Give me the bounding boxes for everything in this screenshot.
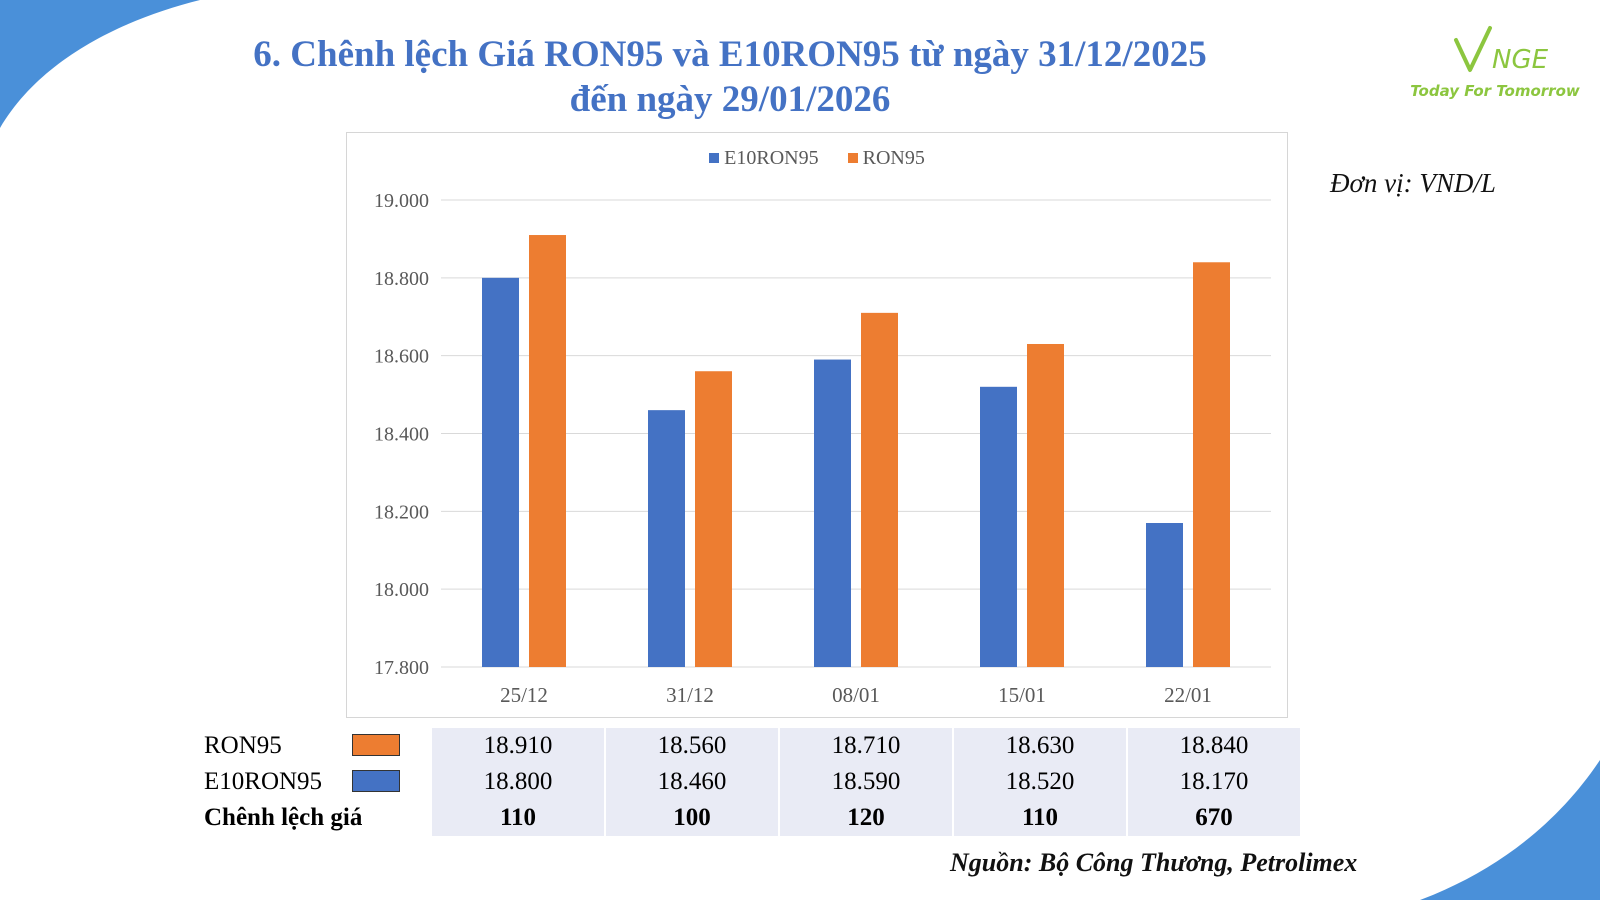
x-tick-label: 15/01 (998, 683, 1046, 707)
chart-plot: 19.000 18.800 18.600 18.400 18.200 18.000 17.8… (374, 190, 1271, 707)
y-tick-label: 19.000 (374, 190, 429, 212)
row-label-ron95: RON95 (204, 732, 282, 759)
legend-label-e10ron95: E10RON95 (724, 147, 819, 169)
legend-item-ron95: RON95 (847, 147, 925, 170)
table-cell: 18.840 (1128, 728, 1300, 764)
bar-ron95 (529, 235, 566, 667)
table-cell: 18.460 (606, 764, 778, 800)
bar-ron95 (1027, 343, 1064, 667)
table-cell: 18.560 (606, 728, 778, 764)
values-table: RON95 18.910 18.560 18.710 18.630 18.840… (202, 728, 1302, 836)
table-row-e10ron95: E10RON95 18.800 18.460 18.590 18.520 18.… (204, 764, 1300, 800)
y-tick-label: 18.000 (374, 579, 429, 601)
row-header-e10ron95: E10RON95 (204, 764, 430, 800)
table-row-price-difference: Chênh lệch giá 110 100 120 110 670 (204, 800, 1300, 836)
bar-ron95 (695, 371, 732, 667)
source-note: Nguồn: Bộ Công Thương, Petrolimex (950, 848, 1358, 877)
legend-item-e10ron95: E10RON95 (709, 147, 819, 170)
bar-ron95 (861, 312, 898, 667)
chart-legend: E10RON95 RON95 (347, 147, 1287, 170)
table-cell: 18.800 (432, 764, 604, 800)
vnge-logo-mark: NGE (1454, 26, 1549, 75)
table-cell: 18.710 (780, 728, 952, 764)
unit-label: Đơn vị: VND/L (1330, 168, 1496, 198)
x-tick-label: 31/12 (666, 683, 714, 707)
x-tick-label: 08/01 (832, 683, 880, 707)
row-label-e10ron95: E10RON95 (204, 768, 323, 795)
logo-tagline: Today For Tomorrow (1410, 82, 1580, 100)
table-cell: 110 (432, 800, 604, 836)
row-header-ron95: RON95 (204, 728, 430, 764)
corner-decoration-top-left (0, 0, 200, 128)
bar-e10ron95 (648, 410, 685, 667)
legend-swatch-e10ron95 (709, 153, 720, 163)
y-tick-label: 18.200 (374, 501, 429, 523)
bar-chart: E10RON95 RON95 19.000 18.800 18.600 18.400 1… (346, 132, 1288, 718)
table-cell: 18.170 (1128, 764, 1300, 800)
legend-swatch-ron95 (847, 153, 858, 163)
bar-e10ron95 (482, 277, 519, 667)
table-cell: 100 (606, 800, 778, 836)
bar-e10ron95 (980, 386, 1017, 667)
y-tick-label: 18.600 (374, 346, 429, 368)
table-cell: 18.590 (780, 764, 952, 800)
table-cell: 670 (1128, 800, 1300, 836)
bar-e10ron95 (1146, 523, 1183, 667)
title-line-2: đến ngày 29/01/2026 (569, 79, 891, 120)
corner-decoration-bottom-right (1420, 760, 1600, 900)
x-tick-label: 25/12 (500, 683, 548, 707)
table-cell: 18.910 (432, 728, 604, 764)
row-swatch-e10ron95 (352, 770, 400, 792)
table-cell: 18.520 (954, 764, 1126, 800)
title-line-1: 6. Chênh lệch Giá RON95 và E10RON95 từ n… (253, 34, 1207, 75)
legend-label-ron95: RON95 (862, 147, 925, 169)
chart-title: 6. Chênh lệch Giá RON95 và E10RON95 từ n… (230, 32, 1230, 122)
vnge-logo: NGE Today For Tomorrow (1400, 18, 1590, 108)
y-tick-label: 18.400 (374, 424, 429, 446)
table-cell: 120 (780, 800, 952, 836)
table-cell: 110 (954, 800, 1126, 836)
row-header-price-difference: Chênh lệch giá (204, 804, 363, 831)
x-tick-label: 22/01 (1164, 683, 1212, 707)
table-cell: 18.630 (954, 728, 1126, 764)
bar-e10ron95 (814, 359, 851, 667)
svg-text:NGE: NGE (1492, 45, 1549, 75)
bar-ron95 (1193, 262, 1230, 667)
y-tick-label: 17.800 (374, 657, 429, 679)
row-swatch-ron95 (352, 734, 400, 756)
table-row-ron95: RON95 18.910 18.560 18.710 18.630 18.840 (204, 728, 1300, 764)
y-tick-label: 18.800 (374, 268, 429, 290)
